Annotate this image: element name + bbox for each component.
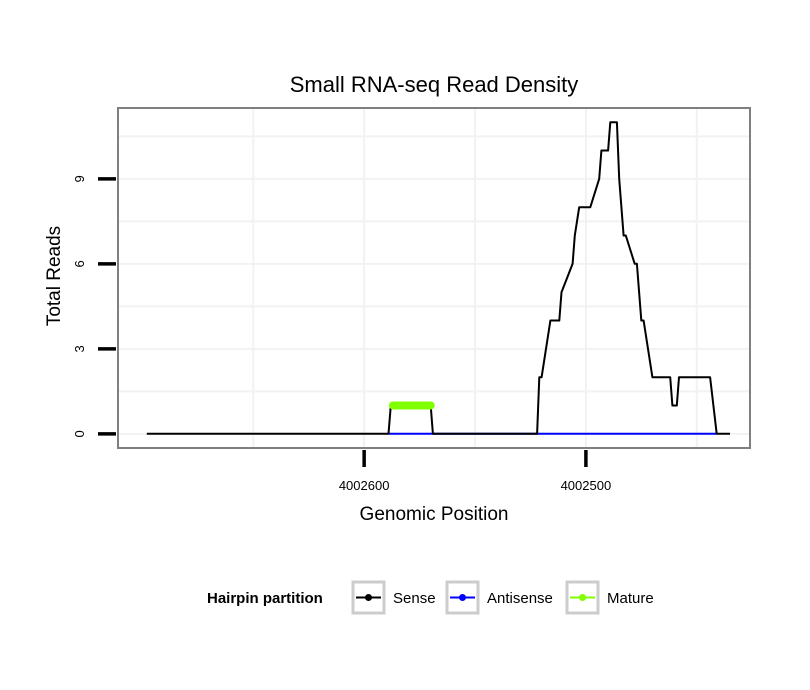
y-tick-label: 9 <box>72 175 87 182</box>
legend-label-antisense: Antisense <box>487 590 553 607</box>
axes: 0 3 6 9 4002600 4002500 <box>72 175 611 493</box>
panel-border <box>117 107 751 449</box>
legend-title: Hairpin partition <box>207 590 323 607</box>
data-series <box>146 121 730 435</box>
legend-swatch-point <box>365 594 372 601</box>
x-axis-title: Genomic Position <box>360 504 509 525</box>
y-tick-label: 6 <box>72 260 87 267</box>
legend: Hairpin partition Sense Antisense Mature <box>207 580 654 615</box>
x-tick-label: 4002600 <box>339 478 390 493</box>
legend-swatch-point <box>579 594 586 601</box>
y-axis-title: Total Reads <box>44 226 65 326</box>
y-tick-label: 0 <box>72 430 87 437</box>
series-line-sense <box>146 121 730 435</box>
legend-label-mature: Mature <box>607 590 654 607</box>
y-tick-label: 3 <box>72 345 87 352</box>
legend-label-sense: Sense <box>393 590 436 607</box>
legend-swatch-point <box>459 594 466 601</box>
x-tick-label: 4002500 <box>561 478 612 493</box>
chart-title: Small RNA-seq Read Density <box>290 72 579 97</box>
grid-lines <box>118 108 750 448</box>
